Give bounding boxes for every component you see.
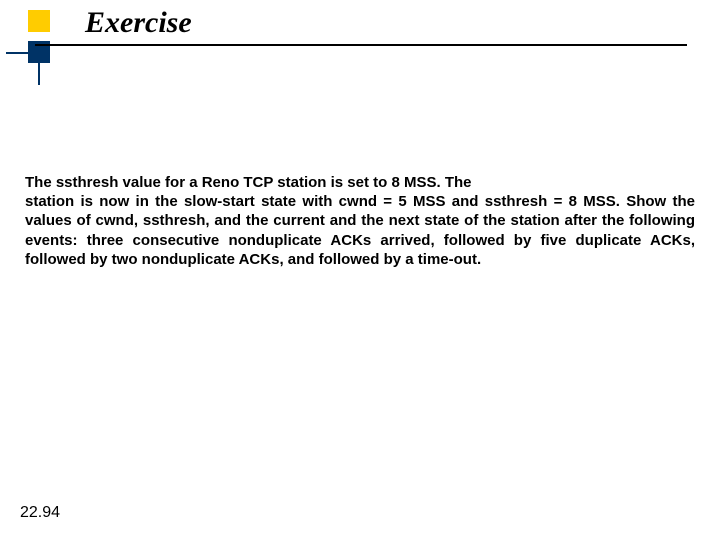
title-underline [35, 44, 687, 46]
slide-title: Exercise [85, 6, 192, 40]
slide-number: 22.94 [20, 504, 60, 522]
slide-container: Exercise The ssthresh value for a Reno T… [0, 0, 720, 540]
decor-vertical-line [38, 55, 40, 85]
body-line-1: The ssthresh value for a Reno TCP statio… [25, 173, 695, 192]
body-text: The ssthresh value for a Reno TCP statio… [25, 173, 695, 269]
decor-yellow-square [28, 10, 50, 32]
decor-horizontal-line [6, 52, 48, 54]
body-line-2: station is now in the slow-start state w… [25, 192, 695, 269]
